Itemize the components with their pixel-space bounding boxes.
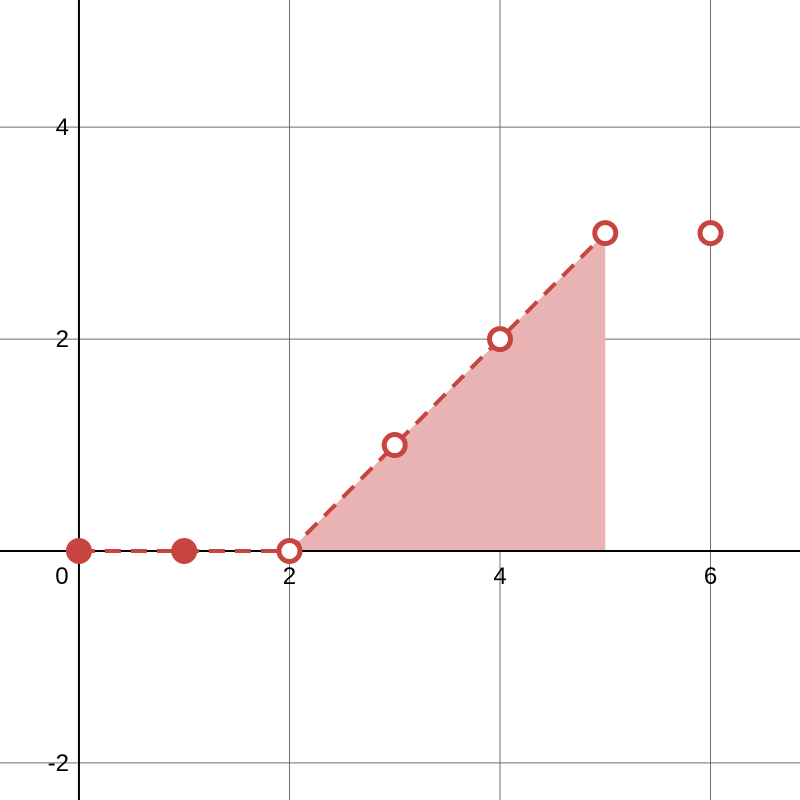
x-tick-label: 6: [704, 563, 717, 590]
data-points: [65, 220, 724, 564]
open-point: [276, 537, 303, 564]
x-tick-label: 2: [283, 563, 296, 590]
y-tick-label: 4: [56, 114, 69, 141]
tick-labels: 0 2 4 6 -2 2 4: [48, 114, 718, 777]
y-tick-label: 2: [56, 326, 69, 353]
x-tick-label: 4: [493, 563, 506, 590]
open-point: [592, 220, 619, 247]
open-point: [697, 220, 724, 247]
x-tick-label: 0: [55, 563, 68, 590]
y-tick-label: -2: [48, 750, 69, 777]
series-line: [78, 231, 607, 553]
filled-point: [171, 537, 198, 564]
filled-point: [65, 537, 92, 564]
open-point: [487, 326, 513, 353]
open-point: [381, 432, 408, 459]
